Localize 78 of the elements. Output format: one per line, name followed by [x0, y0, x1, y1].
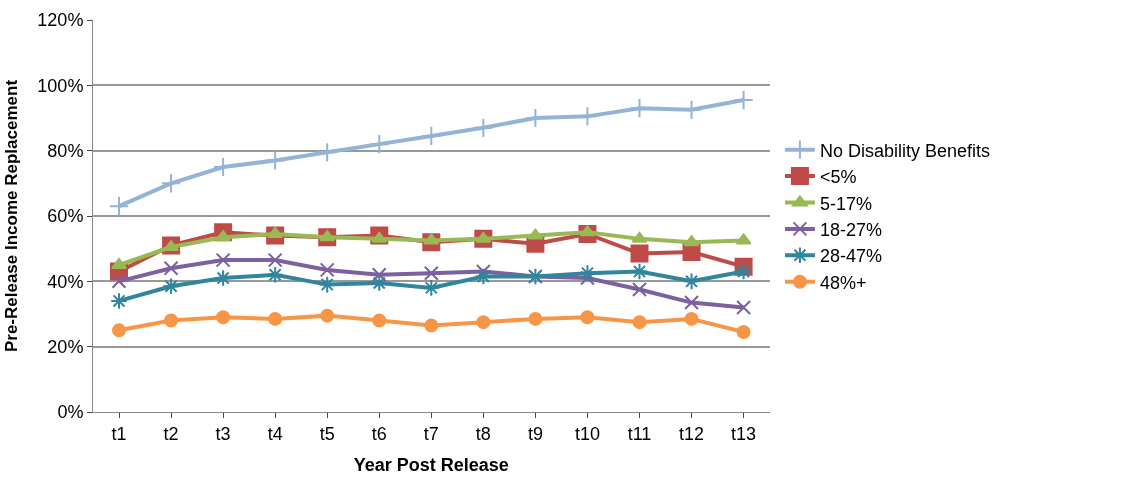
- x-tick-label: t1: [111, 423, 127, 444]
- point: [265, 150, 286, 171]
- point: [164, 313, 179, 328]
- point: [163, 240, 179, 252]
- point: [684, 295, 700, 311]
- point: [475, 231, 492, 243]
- point: [215, 252, 231, 268]
- point: [266, 266, 284, 284]
- point: [319, 262, 335, 278]
- point: [631, 231, 648, 243]
- point: [682, 272, 701, 291]
- y-tick-label: 60%: [47, 206, 84, 227]
- point: [369, 134, 390, 155]
- legend-label: <5%: [819, 167, 857, 188]
- point: [163, 260, 179, 276]
- y-tick-label: 40%: [47, 271, 84, 292]
- point: [683, 235, 700, 247]
- x-tick-label: t4: [267, 423, 283, 444]
- point: [317, 142, 338, 163]
- x-tick-label: t13: [731, 423, 757, 444]
- legend-label: 28-47%: [819, 246, 882, 267]
- point: [319, 230, 336, 242]
- point: [267, 226, 284, 238]
- point: [423, 233, 440, 245]
- point: [632, 282, 647, 297]
- point: [632, 315, 647, 330]
- y-tick-label: 80%: [47, 140, 84, 161]
- point: [424, 318, 439, 333]
- point: [267, 252, 283, 268]
- point: [423, 265, 439, 281]
- point: [160, 173, 182, 194]
- legend-label: 48%+: [819, 272, 867, 293]
- y-tick-label: 20%: [47, 336, 84, 357]
- x-axis-title: Year Post Release: [353, 454, 509, 475]
- point: [371, 267, 387, 283]
- point: [216, 310, 231, 325]
- y-axis-title: Pre-Release Income Replacement: [1, 79, 21, 353]
- point: [736, 324, 751, 339]
- x-tick-label: t9: [527, 423, 543, 444]
- x-tick-label: t3: [215, 423, 231, 444]
- point: [528, 311, 543, 326]
- point: [734, 262, 753, 281]
- point: [527, 228, 544, 240]
- point: [476, 315, 491, 330]
- point: [371, 231, 388, 243]
- point: [630, 244, 649, 263]
- x-tick-label: t7: [423, 423, 439, 444]
- point: [735, 233, 752, 245]
- legend-label: 18-27%: [819, 219, 882, 240]
- point: [733, 89, 754, 111]
- point: [320, 308, 335, 323]
- point: [112, 323, 127, 338]
- y-tick-label: 0%: [57, 402, 84, 423]
- x-tick-label: t5: [319, 423, 335, 444]
- point: [580, 310, 595, 325]
- x-tick-label: t11: [627, 423, 652, 444]
- x-tick-label: t10: [574, 423, 600, 444]
- legend-label: No Disability Benefits: [819, 140, 991, 161]
- point: [473, 117, 494, 138]
- x-tick-label: t2: [163, 423, 179, 444]
- point: [579, 225, 596, 237]
- point: [421, 125, 442, 147]
- y-tick-label: 100%: [37, 75, 84, 96]
- point: [162, 277, 180, 296]
- point: [215, 230, 232, 242]
- x-tick-label: t8: [475, 423, 491, 444]
- point: [372, 313, 387, 328]
- point: [110, 292, 128, 310]
- y-tick-label: 120%: [37, 10, 84, 31]
- point: [736, 299, 752, 315]
- legend-label: 5-17%: [819, 193, 872, 214]
- x-tick-label: t6: [371, 423, 387, 444]
- point: [214, 269, 232, 287]
- point: [111, 273, 127, 289]
- point: [108, 196, 130, 217]
- x-tick-label: t12: [679, 423, 705, 444]
- point: [268, 311, 283, 326]
- point: [684, 311, 699, 326]
